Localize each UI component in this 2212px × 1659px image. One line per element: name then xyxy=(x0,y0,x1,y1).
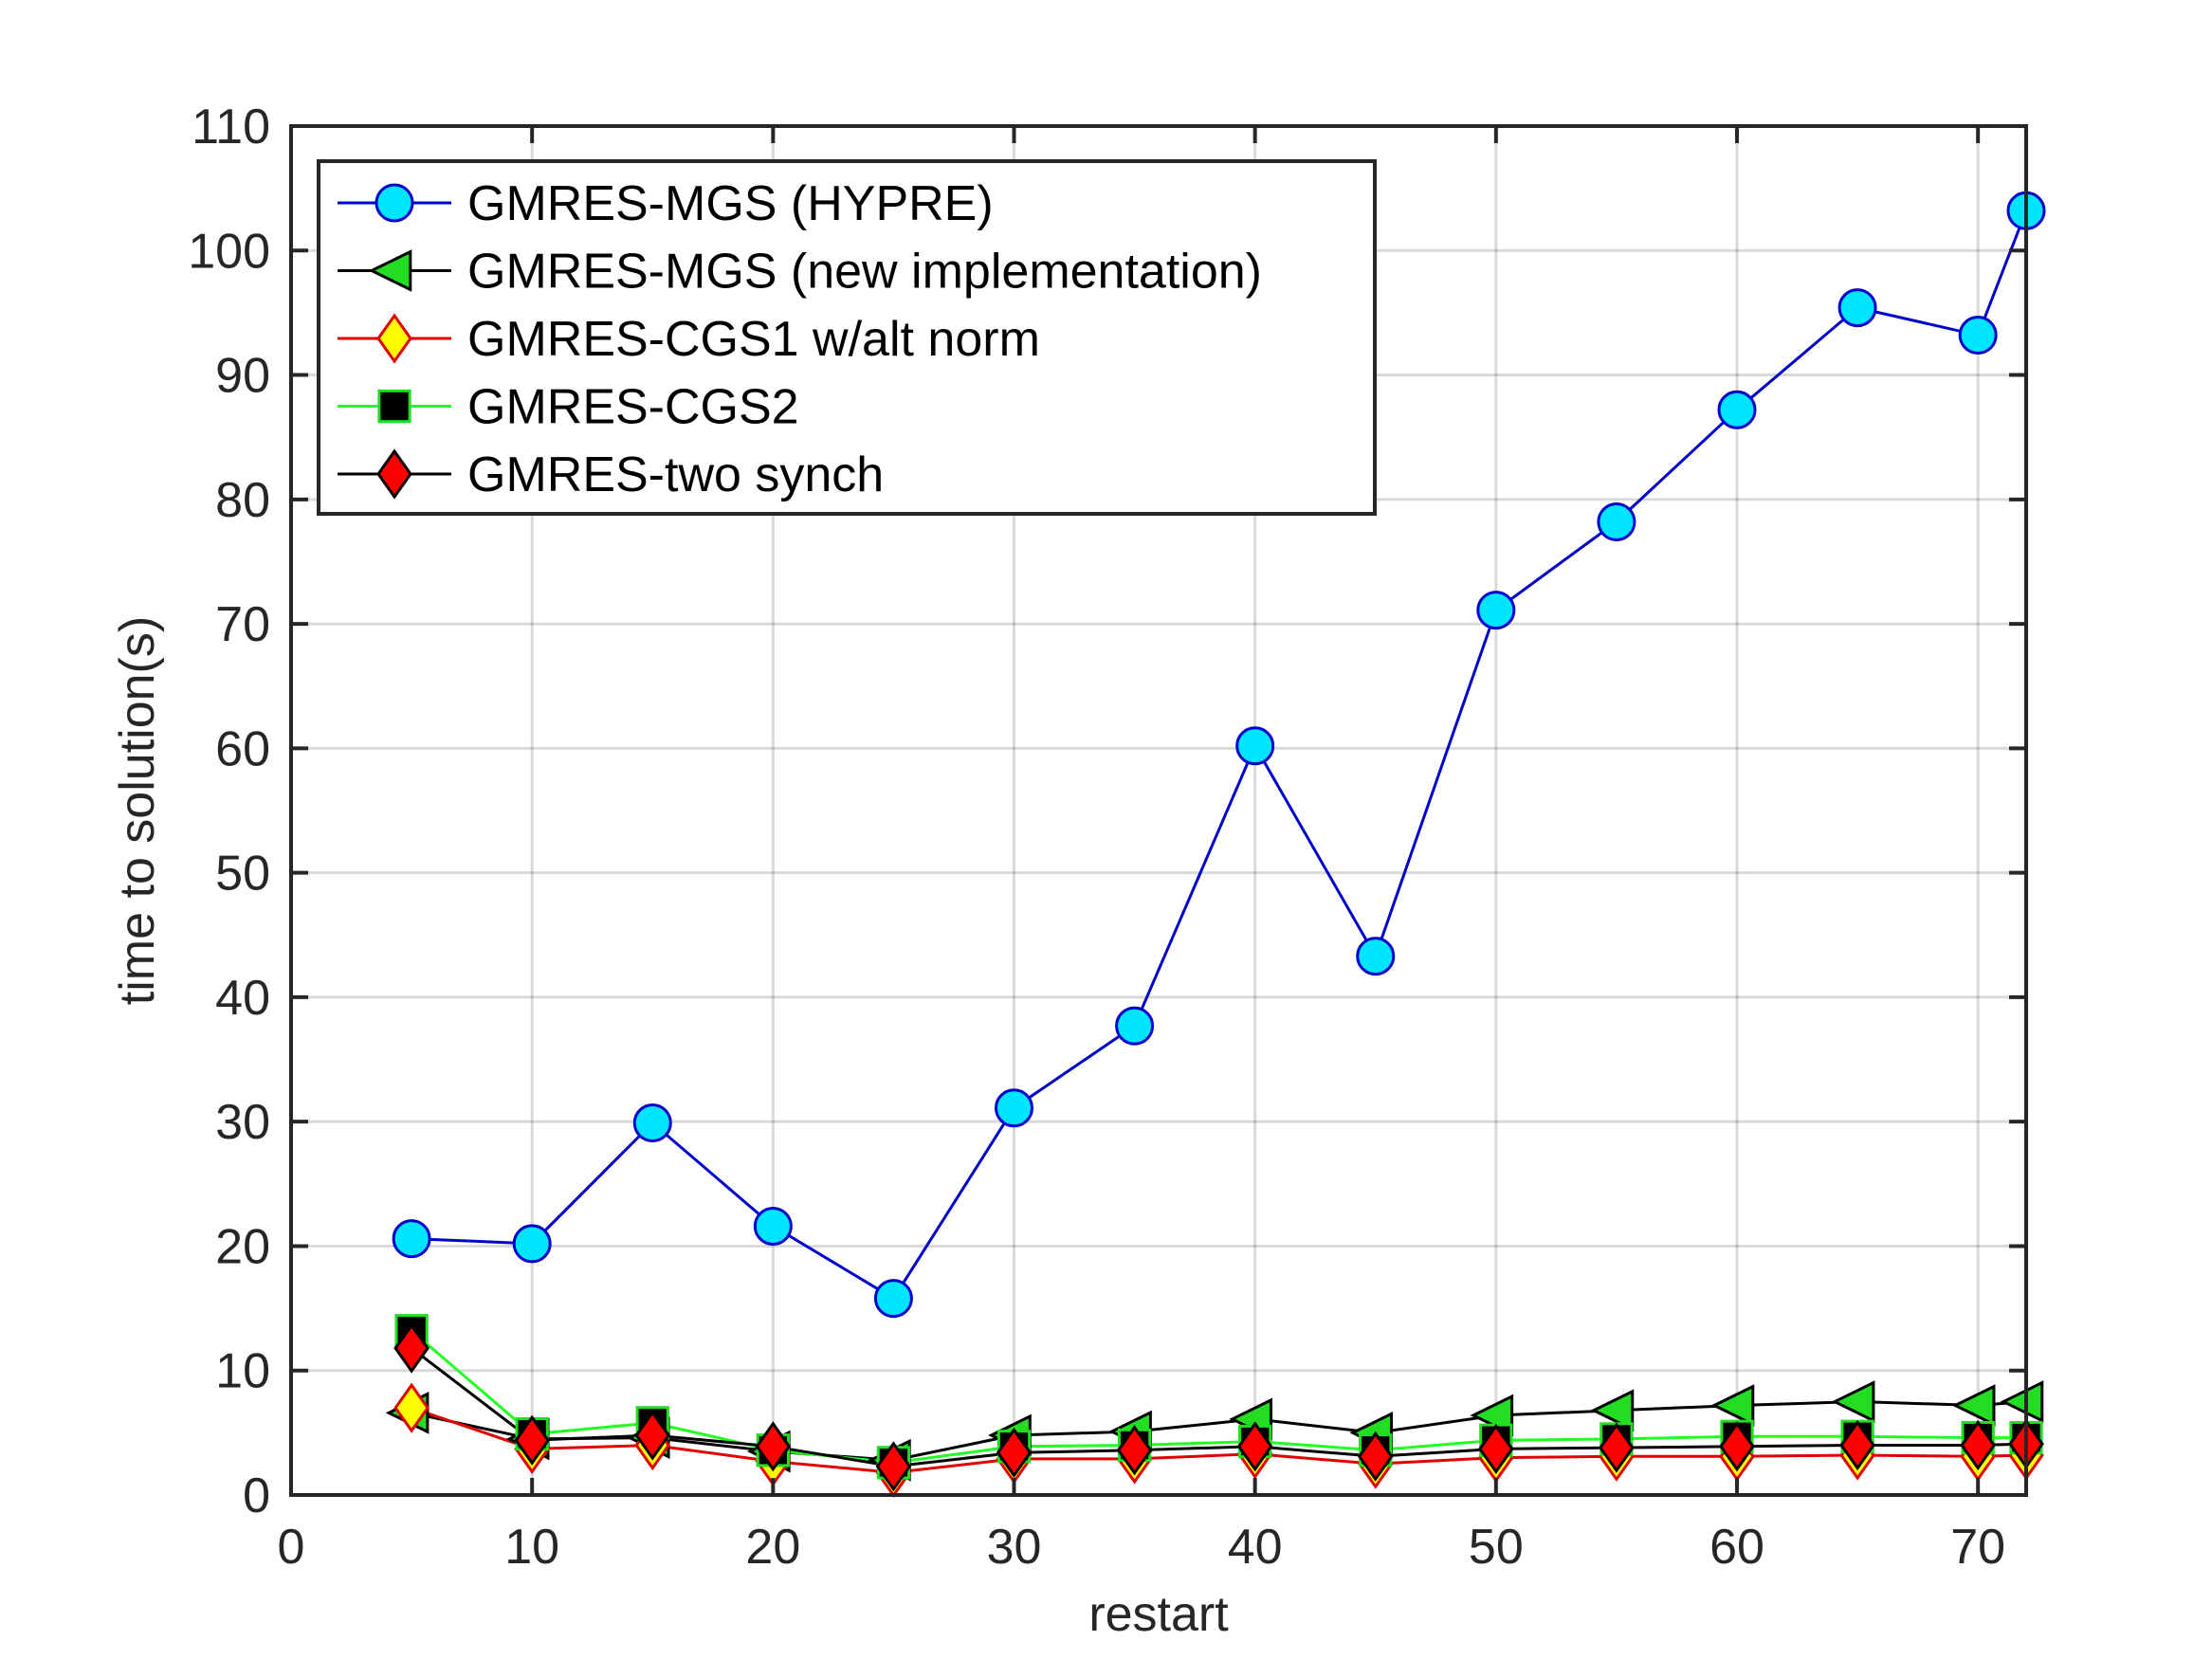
data-point xyxy=(392,1219,431,1259)
data-point xyxy=(1839,1419,1875,1471)
legend-marker xyxy=(376,313,412,364)
legend-box xyxy=(317,159,1377,516)
legend-marker xyxy=(368,249,412,292)
y-tick-label: 40 xyxy=(215,971,270,1026)
legend-label: GMRES-CGS2 xyxy=(467,380,799,435)
data-point xyxy=(1476,591,1516,630)
data-point xyxy=(1717,390,1757,429)
legend-entry: GMRES-CGS2 xyxy=(338,380,799,435)
data-point xyxy=(2000,1380,2044,1423)
y-tick-label: 110 xyxy=(192,100,270,155)
data-point xyxy=(755,1421,792,1472)
legend-entry: GMRES-MGS (new implementation) xyxy=(338,245,1262,300)
x-tick-label: 40 xyxy=(1228,1520,1283,1575)
data-point xyxy=(1597,501,1636,541)
data-point xyxy=(875,1441,912,1492)
tick-labels: 0 10 20 30 40 50 60 70 0 10 20 30 40 50 60 70 80 90 100 110 xyxy=(188,100,2005,1575)
legend-entry: GMRES-CGS1 w/alt norm xyxy=(338,312,1040,367)
series-markers-1 xyxy=(392,191,2046,1319)
legend-entry: GMRES-two synch xyxy=(338,447,884,502)
x-tick-label: 60 xyxy=(1709,1520,1764,1575)
data-point xyxy=(1115,1006,1155,1046)
x-tick-label: 10 xyxy=(504,1520,559,1575)
data-point xyxy=(1710,1384,1755,1427)
data-point xyxy=(1837,288,1877,328)
x-tick-label: 0 xyxy=(278,1520,305,1575)
data-point xyxy=(1356,937,1396,976)
data-point xyxy=(1958,316,1998,356)
y-tick-label: 60 xyxy=(215,721,270,776)
y-tick-label: 80 xyxy=(215,473,270,528)
data-point xyxy=(995,1088,1033,1128)
data-point xyxy=(1831,1380,1875,1423)
legend-marker xyxy=(377,389,411,424)
data-point xyxy=(1235,726,1275,766)
y-axis-label: time to solution(s) xyxy=(110,616,165,1005)
y-tick-label: 10 xyxy=(215,1344,270,1399)
data-point xyxy=(1599,1422,1635,1473)
data-point xyxy=(1357,1431,1394,1482)
x-tick-label: 70 xyxy=(1950,1520,2005,1575)
legend-label: GMRES-two synch xyxy=(467,447,884,502)
series-markers-5 xyxy=(393,1322,2044,1492)
data-point xyxy=(1116,1425,1153,1476)
legend-label: GMRES-MGS (new implementation) xyxy=(467,245,1262,300)
y-tick-label: 30 xyxy=(215,1095,270,1150)
y-tick-label: 90 xyxy=(215,349,270,404)
x-tick-label: 50 xyxy=(1469,1520,1524,1575)
data-point xyxy=(1236,1421,1273,1472)
y-tick-label: 50 xyxy=(215,847,270,902)
data-point xyxy=(1951,1384,1996,1427)
legend: GMRES-MGS (HYPRE) GMRES-MGS (new implemen… xyxy=(317,159,1377,516)
legend-label: GMRES-CGS1 w/alt norm xyxy=(467,312,1040,367)
y-tick-label: 70 xyxy=(215,597,270,652)
x-axis-label: restart xyxy=(1088,1587,1229,1642)
data-point xyxy=(634,1410,671,1461)
legend-marker xyxy=(375,183,414,223)
data-point xyxy=(393,1322,430,1374)
legend-label: GMRES-MGS (HYPRE) xyxy=(467,176,994,231)
data-point xyxy=(996,1427,1033,1478)
x-tick-label: 30 xyxy=(987,1520,1042,1575)
data-point xyxy=(1477,1423,1514,1475)
data-point xyxy=(514,1414,551,1466)
data-point xyxy=(393,1382,430,1433)
data-point xyxy=(873,1279,913,1319)
data-point xyxy=(753,1206,793,1246)
data-point xyxy=(512,1224,552,1264)
y-tick-label: 100 xyxy=(188,224,270,279)
data-point xyxy=(1960,1419,1997,1471)
data-point xyxy=(1590,1389,1635,1432)
legend-entry: GMRES-MGS (HYPRE) xyxy=(338,176,994,231)
data-point xyxy=(632,1103,672,1142)
y-tick-label: 0 xyxy=(243,1468,270,1523)
data-point xyxy=(1719,1421,1755,1472)
axes-frame xyxy=(289,124,2028,1497)
ticks xyxy=(289,124,2026,1497)
legend-marker xyxy=(376,448,412,500)
x-tick-label: 20 xyxy=(745,1520,800,1575)
y-tick-label: 20 xyxy=(215,1219,270,1274)
